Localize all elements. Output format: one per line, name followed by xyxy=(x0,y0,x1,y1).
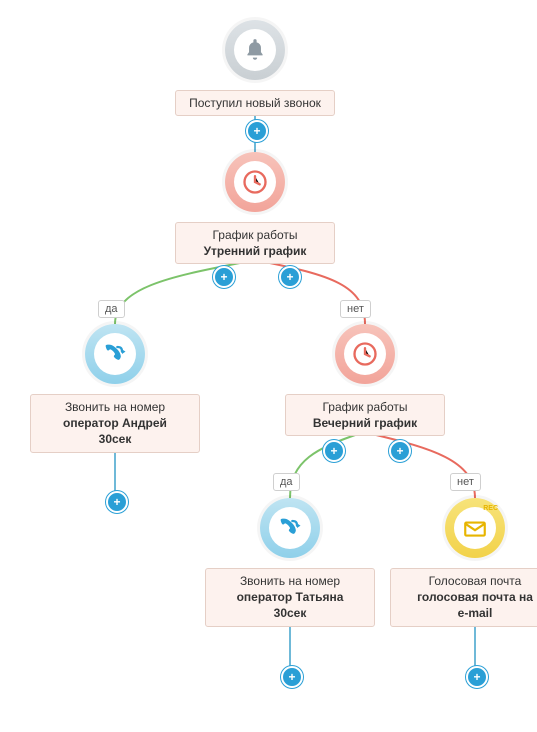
label-line: 30сек xyxy=(37,431,193,447)
add-node-button[interactable] xyxy=(246,120,268,142)
add-node-button[interactable] xyxy=(281,666,303,688)
label-n3[interactable]: Звонить на номер оператор Андрей 30сек xyxy=(30,394,200,453)
branch-tag-yes-1: да xyxy=(98,300,125,318)
label-line: 30сек xyxy=(212,605,368,621)
flow-canvas: { "canvas": { "width": 537, "height": 73… xyxy=(0,0,537,732)
mail-rec-icon xyxy=(462,515,488,541)
node-clock-1[interactable] xyxy=(225,152,285,212)
label-line: Поступил новый звонок xyxy=(182,95,328,111)
label-line: оператор Татьяна xyxy=(212,589,368,605)
label-line: Утренний график xyxy=(182,243,328,259)
node-call-2[interactable] xyxy=(260,498,320,558)
label-line: Голосовая почта xyxy=(397,573,537,589)
label-line: График работы xyxy=(182,227,328,243)
label-n4[interactable]: График работы Вечерний график xyxy=(285,394,445,436)
branch-tag-no-1: нет xyxy=(340,300,371,318)
label-line: оператор Андрей xyxy=(37,415,193,431)
clock-icon xyxy=(241,168,269,196)
branch-tag-no-2: нет xyxy=(450,473,481,491)
node-bell[interactable] xyxy=(225,20,285,80)
label-line: Вечерний график xyxy=(292,415,438,431)
label-line: Звонить на номер xyxy=(212,573,368,589)
add-node-button[interactable] xyxy=(106,491,128,513)
add-node-button[interactable] xyxy=(279,266,301,288)
add-node-button[interactable] xyxy=(389,440,411,462)
branch-tag-yes-2: да xyxy=(273,473,300,491)
call-forward-icon xyxy=(101,340,129,368)
node-call-1[interactable] xyxy=(85,324,145,384)
add-node-button[interactable] xyxy=(213,266,235,288)
label-n2[interactable]: График работы Утренний график xyxy=(175,222,335,264)
bell-icon xyxy=(242,37,268,63)
call-forward-icon xyxy=(276,514,304,542)
add-node-button[interactable] xyxy=(323,440,345,462)
clock-icon xyxy=(351,340,379,368)
add-node-button[interactable] xyxy=(466,666,488,688)
label-line: голосовая почта на xyxy=(397,589,537,605)
label-n6[interactable]: Голосовая почта голосовая почта на e-mai… xyxy=(390,568,537,627)
label-n1[interactable]: Поступил новый звонок xyxy=(175,90,335,116)
label-line: График работы xyxy=(292,399,438,415)
node-clock-2[interactable] xyxy=(335,324,395,384)
label-line: Звонить на номер xyxy=(37,399,193,415)
label-n5[interactable]: Звонить на номер оператор Татьяна 30сек xyxy=(205,568,375,627)
node-voicemail[interactable]: REC xyxy=(445,498,505,558)
label-line: e-mail xyxy=(397,605,537,621)
rec-badge: REC xyxy=(483,505,498,512)
